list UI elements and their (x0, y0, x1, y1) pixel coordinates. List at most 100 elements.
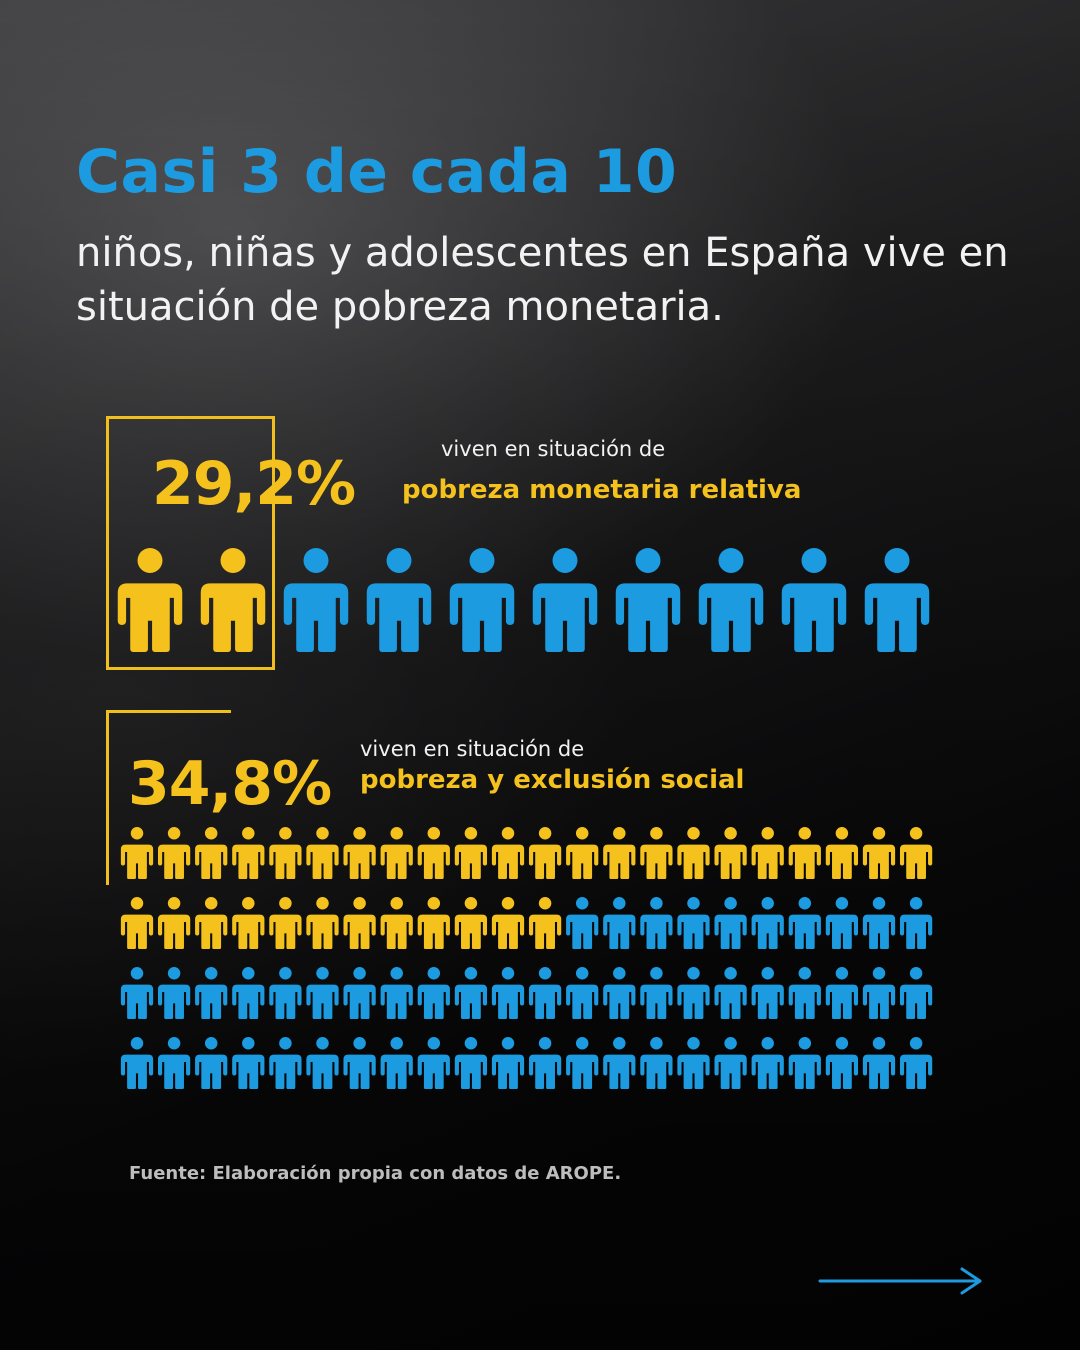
person-icon (825, 967, 859, 1019)
person-icon (714, 967, 747, 1019)
person-icon (899, 897, 933, 949)
person-icon (677, 967, 710, 1019)
person-icon (269, 827, 302, 879)
person-icon (417, 827, 450, 879)
person-icon (491, 897, 525, 949)
person-icon (157, 1037, 191, 1089)
person-icon (640, 967, 673, 1019)
person-icon (120, 827, 154, 879)
person-icon (232, 897, 265, 949)
person-icon (603, 827, 636, 879)
person-icon (788, 967, 821, 1019)
person-icon (603, 1037, 636, 1089)
person-icon (751, 1037, 784, 1089)
person-icon (640, 827, 673, 879)
person-icon (306, 827, 339, 879)
person-icon (640, 897, 673, 949)
person-icon (825, 1037, 859, 1089)
person-icon (306, 1037, 339, 1089)
person-icon (491, 967, 525, 1019)
person-icon (825, 827, 859, 879)
person-icon (864, 548, 930, 652)
person-icon (788, 827, 821, 879)
stat-2-frame (106, 710, 231, 885)
person-icon (528, 1037, 562, 1089)
person-icon (232, 827, 265, 879)
stat-2-description: viven en situación de (360, 737, 585, 761)
person-icon (751, 967, 784, 1019)
person-icon (343, 967, 376, 1019)
person-icon (454, 827, 488, 879)
person-icon (269, 967, 302, 1019)
person-icon (714, 827, 747, 879)
person-icon (283, 548, 349, 652)
person-icon (899, 827, 933, 879)
person-icon (677, 827, 710, 879)
person-icon (454, 897, 488, 949)
person-icon (417, 1037, 450, 1089)
person-icon (380, 827, 413, 879)
person-icon (825, 897, 859, 949)
person-icon (491, 827, 525, 879)
person-icon (862, 827, 896, 879)
person-icon (157, 967, 191, 1019)
person-icon (615, 548, 681, 652)
person-icon (120, 1037, 154, 1089)
person-icon (195, 1037, 228, 1089)
stat-2-percent: 34,8% (128, 749, 332, 819)
person-icon (751, 897, 784, 949)
person-icon (698, 548, 764, 652)
person-icon (269, 1037, 302, 1089)
person-icon (788, 1037, 821, 1089)
person-icon (200, 548, 266, 652)
stat-2-emphasis: pobreza y exclusión social (360, 765, 745, 795)
person-icon (603, 897, 636, 949)
person-icon (195, 827, 228, 879)
person-icon (417, 897, 450, 949)
person-icon (899, 1037, 933, 1089)
person-icon (751, 827, 784, 879)
source-note: Fuente: Elaboración propia con datos de … (129, 1163, 622, 1184)
person-icon (528, 967, 562, 1019)
person-icon (640, 1037, 673, 1089)
stat-1-percent: 29,2% (152, 449, 356, 519)
person-icon (380, 967, 413, 1019)
person-icon (449, 548, 515, 652)
person-icon (306, 967, 339, 1019)
person-icon (380, 897, 413, 949)
stat-1-frame (106, 416, 275, 670)
person-icon (566, 967, 599, 1019)
person-icon (195, 897, 228, 949)
person-icon (417, 967, 450, 1019)
person-icon (566, 827, 599, 879)
person-icon (788, 897, 821, 949)
person-icon (862, 897, 896, 949)
person-icon (528, 897, 562, 949)
person-icon (714, 897, 747, 949)
person-icon (343, 897, 376, 949)
person-icon (117, 548, 183, 652)
person-icon (528, 827, 562, 879)
person-icon (269, 897, 302, 949)
arrow-right-icon[interactable] (816, 1264, 986, 1298)
stat-1-emphasis: pobreza monetaria relativa (402, 475, 802, 505)
person-icon (195, 967, 228, 1019)
person-icon (862, 967, 896, 1019)
person-icon (120, 897, 154, 949)
person-icon (306, 897, 339, 949)
person-icon (603, 967, 636, 1019)
person-icon (454, 1037, 488, 1089)
person-icon (343, 1037, 376, 1089)
person-icon (532, 548, 598, 652)
person-icon (566, 1037, 599, 1089)
page-subtitle: niños, niñas y adolescentes en España vi… (76, 230, 1009, 330)
person-icon (454, 967, 488, 1019)
person-icon (566, 897, 599, 949)
person-icon (380, 1037, 413, 1089)
person-icon (120, 967, 154, 1019)
person-icon (677, 1037, 710, 1089)
person-icon (232, 967, 265, 1019)
person-icon (157, 897, 191, 949)
